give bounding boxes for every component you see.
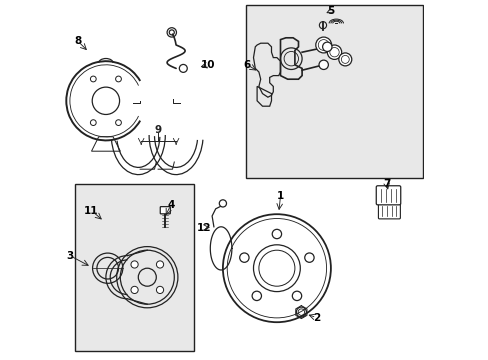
Text: 2: 2 [312,312,320,323]
Text: 5: 5 [326,6,334,16]
Text: 10: 10 [201,60,215,70]
Text: 7: 7 [382,179,389,189]
Bar [246,5,422,178]
Bar [75,184,194,351]
Text: 3: 3 [66,251,73,261]
Text: 12: 12 [197,222,211,233]
Circle shape [252,291,261,301]
Circle shape [239,253,248,262]
Circle shape [272,229,281,239]
Circle shape [131,261,138,268]
Text: 11: 11 [84,206,99,216]
Circle shape [338,53,351,66]
Circle shape [131,286,138,293]
Circle shape [318,60,328,69]
Circle shape [315,37,331,53]
Text: 1: 1 [276,191,284,201]
Circle shape [292,291,301,301]
Circle shape [322,42,331,51]
Circle shape [156,261,163,268]
FancyBboxPatch shape [375,186,400,205]
Text: 6: 6 [243,60,250,70]
Circle shape [156,286,163,293]
FancyBboxPatch shape [378,203,400,219]
FancyBboxPatch shape [160,207,170,214]
Circle shape [219,200,226,207]
Text: 8: 8 [74,36,81,46]
Text: 9: 9 [154,125,162,135]
Text: 4: 4 [167,200,174,210]
Circle shape [326,45,341,59]
Circle shape [304,253,313,262]
